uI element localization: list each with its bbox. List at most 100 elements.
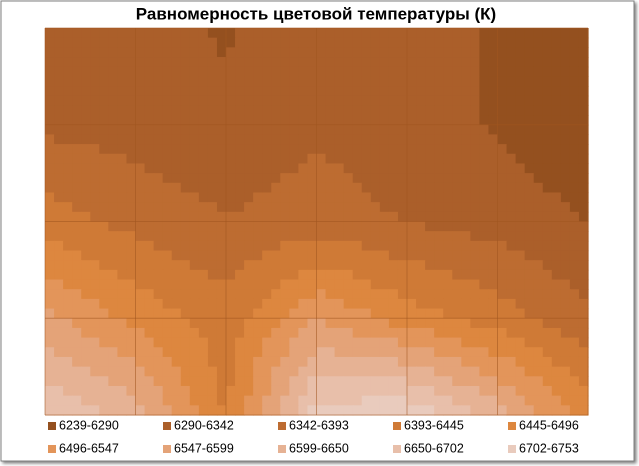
contour-cell (45, 153, 55, 165)
contour-cell (271, 86, 281, 97)
contour-cell (551, 347, 562, 358)
contour-cell (443, 37, 453, 48)
contour-cell (542, 279, 553, 290)
contour-cell (388, 192, 399, 203)
contour-cell (99, 250, 109, 261)
contour-cell (298, 163, 309, 174)
contour-cell (235, 240, 245, 252)
contour-cell (72, 211, 82, 223)
contour-cell (407, 405, 417, 416)
contour-cell (488, 86, 499, 97)
contour-cell (162, 240, 173, 252)
contour-cell (153, 105, 164, 116)
contour-cell (99, 231, 109, 242)
contour-cell (361, 66, 372, 77)
contour-cell (524, 86, 535, 97)
contour-cell (171, 221, 182, 232)
contour-cell (72, 47, 82, 58)
contour-cell (280, 405, 290, 416)
contour-cell (497, 405, 508, 416)
contour-cell (497, 279, 508, 290)
contour-cell (370, 153, 381, 165)
contour-cell (316, 28, 327, 39)
contour-cell (289, 347, 299, 358)
contour-cell (262, 37, 272, 48)
contour-cell (407, 153, 417, 165)
contour-cell (470, 250, 480, 261)
contour-cell (171, 318, 182, 329)
contour-cell (388, 144, 399, 155)
contour-cell (189, 105, 200, 116)
contour-cell (54, 105, 64, 116)
contour-cell (578, 221, 589, 232)
contour-cell (298, 202, 309, 213)
contour-cell (207, 405, 218, 416)
contour-cell (334, 202, 345, 213)
contour-cell (244, 192, 254, 203)
contour-cell (425, 95, 435, 106)
contour-cell (425, 298, 435, 310)
contour-cell (407, 37, 417, 48)
contour-cell (262, 144, 272, 155)
contour-cell (280, 66, 290, 77)
contour-cell (515, 202, 526, 213)
contour-cell (244, 47, 254, 58)
contour-cell (63, 298, 73, 310)
contour-cell (370, 182, 381, 194)
contour-cell (560, 385, 571, 397)
contour-cell (434, 76, 444, 87)
contour-cell (126, 105, 137, 116)
contour-cell (388, 86, 399, 97)
contour-cell (488, 279, 499, 290)
contour-cell (153, 279, 164, 290)
contour-cell (452, 144, 462, 155)
contour-cell (189, 337, 200, 348)
contour-cell (45, 124, 55, 136)
contour-cell (271, 144, 281, 155)
contour-cell (135, 405, 146, 416)
contour-cell (416, 269, 426, 281)
contour-cell (262, 385, 272, 397)
contour-cell (370, 289, 381, 300)
contour-cell (479, 318, 490, 329)
contour-cell (370, 279, 381, 290)
contour-cell (379, 327, 390, 339)
contour-cell (470, 144, 480, 155)
legend-label: 6496-6547 (59, 441, 119, 455)
contour-cell (153, 192, 164, 203)
contour-cell (216, 385, 227, 397)
contour-cell (352, 28, 363, 39)
contour-cell (216, 163, 227, 174)
contour-cell (434, 105, 444, 116)
contour-cell (397, 395, 408, 406)
contour-cell (524, 173, 535, 184)
contour-cell (578, 115, 589, 126)
contour-cell (506, 95, 517, 106)
contour-cell (416, 47, 426, 58)
contour-cell (280, 240, 290, 252)
contour-cell (578, 366, 589, 377)
contour-cell (171, 144, 182, 155)
contour-cell (45, 134, 55, 145)
contour-cell (407, 395, 417, 406)
contour-cell (180, 327, 191, 339)
contour-cell (171, 298, 182, 310)
contour-cell (524, 115, 535, 126)
contour-cell (361, 231, 372, 242)
contour-cell (533, 153, 544, 165)
contour-cell (425, 144, 435, 155)
contour-cell (253, 163, 263, 174)
contour-cell (298, 86, 309, 97)
contour-cell (524, 144, 535, 155)
contour-cell (216, 308, 227, 319)
contour-cell (334, 269, 345, 281)
contour-cell (470, 115, 480, 126)
contour-cell (361, 115, 372, 126)
contour-cell (180, 124, 191, 136)
contour-cell (244, 144, 254, 155)
contour-cell (533, 327, 544, 339)
contour-cell (307, 76, 318, 87)
contour-cell (180, 86, 191, 97)
contour-cell (235, 385, 245, 397)
contour-cell (416, 211, 426, 223)
